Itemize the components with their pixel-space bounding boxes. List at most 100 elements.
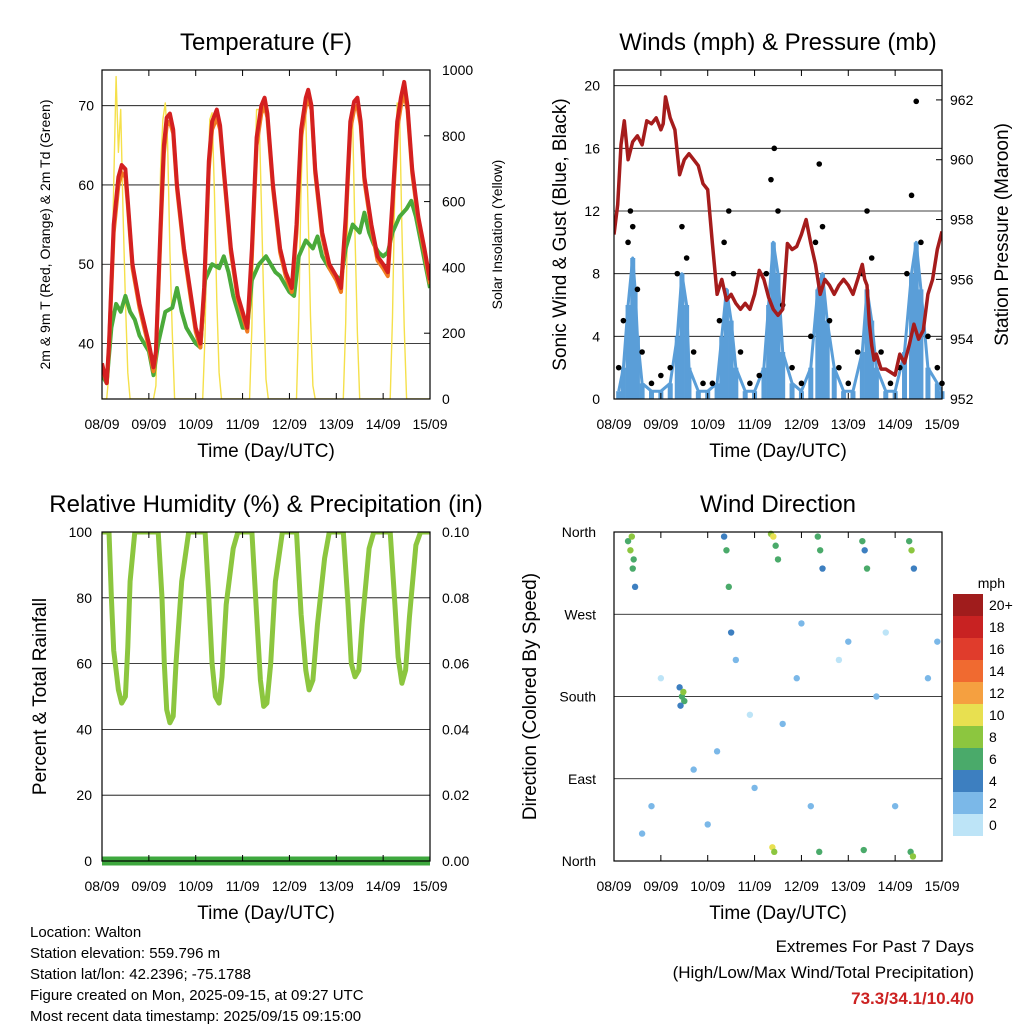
temp-2m-line bbox=[102, 79, 430, 386]
temperature-y2tick-label: 800 bbox=[442, 128, 466, 144]
winds-frame bbox=[613, 69, 943, 400]
winds-xtick-label: 09/09 bbox=[643, 416, 678, 432]
wind_direction-frame bbox=[613, 531, 943, 862]
wind_direction-xlabel: Time (Day/UTC) bbox=[709, 903, 847, 924]
temperature-ytick-label: 40 bbox=[78, 336, 94, 352]
direction-point bbox=[910, 565, 918, 572]
humidity-xtick-label: 14/09 bbox=[366, 878, 401, 894]
temperature-xlabel: Time (Day/UTC) bbox=[197, 441, 335, 462]
direction-point bbox=[798, 620, 805, 627]
wind_direction-xtick-label: 12/09 bbox=[784, 878, 819, 894]
direction-point bbox=[751, 784, 758, 792]
humidity-xlabel: Time (Day/UTC) bbox=[197, 903, 335, 924]
humidity-xtick-label: 09/09 bbox=[131, 878, 166, 894]
humidity-ytick-label: 100 bbox=[69, 524, 93, 540]
humidity-y2tick-label: 0.08 bbox=[442, 590, 469, 606]
gust-point bbox=[716, 317, 723, 324]
legend-swatch bbox=[953, 594, 983, 616]
station-info: Location: Walton Station elevation: 559.… bbox=[30, 922, 364, 1027]
direction-point bbox=[770, 533, 777, 540]
temperature-ytick-label: 70 bbox=[78, 98, 94, 114]
temperature-y2tick-label: 200 bbox=[442, 325, 466, 341]
latlon-text: Station lat/lon: 42.2396; -75.1788 bbox=[30, 966, 252, 983]
gust-point bbox=[615, 364, 622, 371]
humidity-ytick-label: 80 bbox=[76, 590, 92, 606]
direction-point bbox=[814, 533, 822, 540]
gust-point bbox=[836, 364, 842, 371]
winds-xtick-label: 10/09 bbox=[690, 416, 725, 432]
temperature-xtick-label: 11/09 bbox=[226, 416, 260, 432]
direction-point bbox=[630, 556, 637, 563]
humidity-xtick-label: 11/09 bbox=[226, 878, 260, 894]
winds-xtick-label: 11/09 bbox=[738, 416, 772, 432]
direction-ytick-label: North bbox=[562, 853, 596, 869]
direction-point bbox=[908, 547, 915, 554]
gust-point bbox=[737, 349, 744, 355]
wind_direction-title: Wind Direction bbox=[700, 491, 856, 518]
direction-point bbox=[816, 547, 824, 554]
humidity-xtick-label: 10/09 bbox=[178, 878, 213, 894]
temperature-xtick-label: 15/09 bbox=[412, 416, 447, 432]
temperature-title: Temperature (F) bbox=[180, 29, 352, 56]
winds-xtick-label: 15/09 bbox=[924, 416, 959, 432]
gust-point bbox=[679, 223, 685, 230]
legend-label: 18 bbox=[989, 619, 1005, 635]
gust-point bbox=[878, 349, 884, 355]
direction-point bbox=[628, 533, 636, 540]
legend-swatch bbox=[953, 814, 983, 836]
wind-line bbox=[617, 240, 942, 393]
legend-swatch bbox=[953, 638, 983, 660]
direction-point bbox=[732, 656, 740, 664]
gust-point bbox=[627, 208, 634, 214]
recent-timestamp-text: Most recent data timestamp: 2025/09/15 0… bbox=[30, 1008, 362, 1025]
gust-point bbox=[864, 208, 870, 214]
direction-point bbox=[774, 556, 782, 563]
humidity-frame bbox=[101, 531, 431, 862]
direction-point bbox=[835, 656, 843, 664]
legend-swatch bbox=[953, 660, 983, 682]
direction-ytick-label: North bbox=[562, 524, 596, 540]
direction-ytick-label: East bbox=[568, 771, 596, 787]
gust-point bbox=[690, 349, 697, 355]
direction-point bbox=[873, 693, 880, 700]
gust-point bbox=[934, 364, 941, 371]
direction-point bbox=[723, 547, 730, 554]
gust-point bbox=[634, 286, 641, 293]
gust-point bbox=[771, 145, 778, 152]
direction-point bbox=[863, 565, 871, 572]
temperature-xtick-label: 12/09 bbox=[272, 416, 307, 432]
gust-point bbox=[726, 208, 732, 214]
gust-point bbox=[789, 364, 795, 371]
gust-point bbox=[768, 176, 774, 183]
direction-point bbox=[648, 802, 655, 810]
gust-point bbox=[913, 98, 920, 105]
legend-label: 16 bbox=[989, 641, 1005, 657]
legend-label: 20+ bbox=[989, 597, 1013, 613]
gust-point bbox=[625, 239, 631, 246]
temperature-y2tick-label: 600 bbox=[442, 194, 466, 210]
direction-point bbox=[727, 629, 735, 636]
gust-point bbox=[925, 333, 931, 340]
direction-point bbox=[772, 542, 779, 549]
wind_direction-xtick-label: 13/09 bbox=[831, 878, 866, 894]
gust-point bbox=[658, 372, 664, 379]
temperature-xtick-label: 10/09 bbox=[178, 416, 213, 432]
legend-label: 14 bbox=[989, 663, 1005, 679]
location-text: Location: Walton bbox=[30, 924, 142, 941]
direction-ytick-label: South bbox=[559, 689, 596, 705]
direction-point bbox=[819, 565, 826, 572]
gust-point bbox=[763, 270, 770, 277]
legend-swatch bbox=[953, 726, 983, 748]
winds-ytick-label: 12 bbox=[584, 203, 600, 219]
gust-point bbox=[854, 349, 861, 355]
created-text: Figure created on Mon, 2025-09-15, at 09… bbox=[30, 987, 364, 1004]
humidity-ylabel: Percent & Total Rainfall bbox=[30, 598, 51, 795]
direction-point bbox=[934, 638, 941, 645]
winds-ytick-label: 0 bbox=[592, 391, 600, 407]
rh-line bbox=[102, 532, 430, 726]
humidity-y2tick-label: 0.00 bbox=[442, 853, 469, 869]
humidity-title: Relative Humidity (%) & Precipitation (i… bbox=[49, 491, 482, 518]
winds-y2tick-label: 956 bbox=[950, 271, 974, 287]
temperature-xtick-label: 09/09 bbox=[131, 416, 166, 432]
direction-point bbox=[859, 537, 866, 545]
